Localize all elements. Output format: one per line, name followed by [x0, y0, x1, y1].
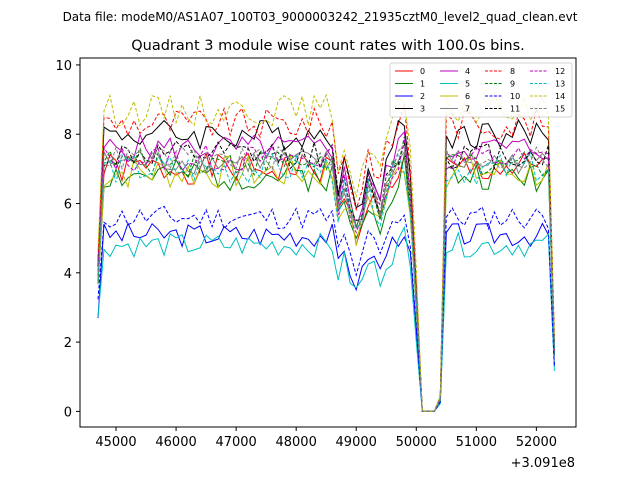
legend-label-2: 2 [420, 92, 425, 101]
legend-label-11: 11 [510, 105, 520, 114]
legend-label-5: 5 [465, 80, 470, 89]
legend-label-6: 6 [465, 92, 470, 101]
x-tick-label: 50000 [396, 435, 437, 450]
series-line-3 [97, 118, 555, 412]
series-line-9 [97, 136, 555, 412]
x-tick-label: 47000 [215, 435, 256, 450]
axes-layer: 45000 46000 47000 48000 49000 50000 51000 52000… [55, 59, 557, 450]
x-tick-label: 49000 [336, 435, 377, 450]
series-layer [97, 93, 555, 412]
legend-label-8: 8 [510, 67, 515, 76]
x-tick-label: 45000 [95, 435, 136, 450]
x-tick-label: 51000 [456, 435, 497, 450]
y-tick-label: 2 [64, 336, 72, 351]
x-tick-label: 52000 [516, 435, 557, 450]
legend-label-0: 0 [420, 67, 425, 76]
legend-box [389, 62, 573, 118]
legend-label-15: 15 [555, 105, 565, 114]
plot-area [79, 57, 577, 428]
x-tick-label: 46000 [155, 435, 196, 450]
y-tick-label: 8 [64, 128, 72, 143]
series-line-10 [97, 205, 555, 412]
series-line-5 [97, 225, 555, 412]
series-line-15 [97, 143, 555, 412]
y-tick-label: 6 [64, 198, 72, 213]
series-line-12 [97, 138, 555, 412]
legend-label-12: 12 [555, 67, 565, 76]
y-tick-label: 4 [64, 267, 72, 282]
series-line-1 [97, 154, 555, 412]
x-tick-label: 48000 [275, 435, 316, 450]
legend-label-13: 13 [555, 80, 565, 89]
y-tick-label: 0 [64, 405, 72, 420]
legend-label-1: 1 [420, 80, 425, 89]
series-line-14 [97, 93, 555, 412]
series-line-8 [97, 103, 555, 412]
chart-title: Quadrant 3 module wise count rates with … [131, 38, 525, 54]
legend-label-3: 3 [420, 105, 425, 114]
series-line-0 [97, 151, 555, 412]
legend-label-10: 10 [510, 92, 520, 101]
figure-suptitle: Data file: modeM0/AS1A07_100T03_90000032… [63, 10, 578, 24]
legend-label-4: 4 [465, 67, 470, 76]
legend-label-9: 9 [510, 80, 515, 89]
legend-label-14: 14 [555, 92, 565, 101]
series-line-13 [97, 151, 555, 412]
y-tick-label: 10 [55, 59, 72, 74]
legend-label-7: 7 [465, 105, 470, 114]
x-offset-label: +3.091e8 [511, 456, 575, 471]
